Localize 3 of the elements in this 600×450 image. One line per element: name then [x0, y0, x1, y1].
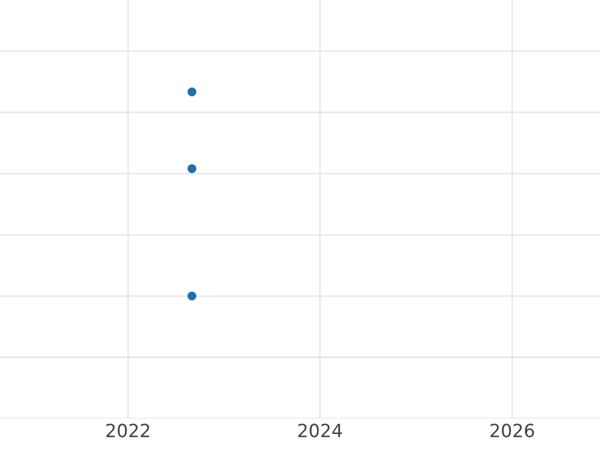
- x-tick-label: 2022: [106, 424, 150, 438]
- x-tick-label: 2024: [298, 424, 342, 438]
- x-tick-label: 2026: [490, 424, 534, 438]
